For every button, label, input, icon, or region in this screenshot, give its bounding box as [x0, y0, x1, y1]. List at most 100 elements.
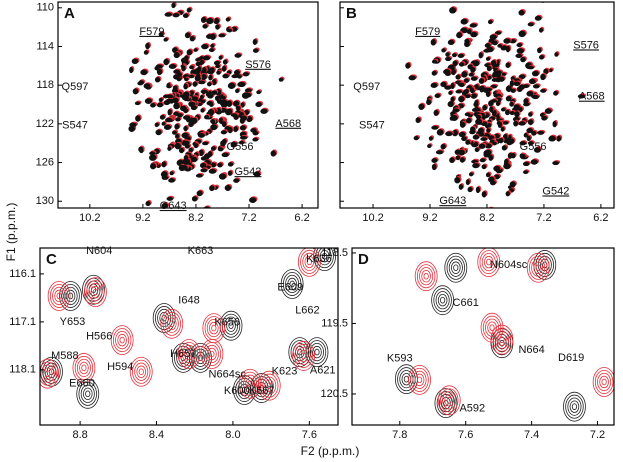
- contour-ring: [416, 376, 423, 384]
- contour-ring: [485, 318, 500, 337]
- contour-ring: [280, 269, 304, 299]
- peak-black: [452, 108, 460, 113]
- peak-black: [431, 59, 438, 64]
- peak-black: [430, 82, 438, 88]
- peak-black: [245, 92, 252, 98]
- contour-ring: [437, 293, 448, 307]
- peak-black: [202, 24, 208, 29]
- peak-label: N664sc: [209, 369, 247, 381]
- peak-black: [464, 38, 470, 46]
- contour-ring: [79, 361, 89, 375]
- contour-ring: [482, 315, 502, 340]
- contour-ring: [319, 249, 330, 263]
- peak-black: [172, 13, 180, 18]
- peak-black: [492, 109, 497, 117]
- peak-black: [466, 117, 472, 124]
- contour-ring: [243, 374, 258, 393]
- contour-ring: [209, 321, 219, 335]
- x-tick-label: 8.0: [225, 429, 240, 441]
- contour-ring: [497, 336, 507, 350]
- contour-ring: [290, 340, 309, 365]
- contour-ring: [535, 252, 554, 277]
- peak-black: [490, 60, 497, 66]
- peak-black: [140, 69, 148, 76]
- peak-black: [527, 65, 535, 70]
- contour-ring: [451, 261, 461, 274]
- peak-black: [163, 37, 168, 42]
- peak-black: [188, 101, 196, 106]
- peak-black: [181, 132, 189, 139]
- peak-black: [233, 126, 238, 133]
- peak-black: [202, 141, 209, 146]
- peak-black: [477, 127, 484, 134]
- peak-black: [174, 142, 181, 150]
- y-tick-label: 122: [36, 118, 54, 130]
- contour-ring: [315, 248, 334, 269]
- contour-ring: [56, 292, 62, 300]
- peak-black: [548, 135, 556, 142]
- contour-peak: [280, 269, 304, 299]
- peak-black: [509, 181, 516, 188]
- peak-label: K667: [249, 385, 275, 397]
- peak-black: [531, 130, 537, 136]
- y-tick-label: 130: [36, 195, 54, 207]
- contour-ring: [266, 382, 272, 389]
- plot-area: [405, 2, 587, 208]
- contour-ring: [487, 321, 497, 334]
- peak-black: [222, 73, 229, 79]
- peak-black: [216, 70, 221, 75]
- panel: 7.8 7.6 7.4 7.2 118.5 119.5 120.5 D N604sc C661 N6…: [320, 247, 615, 441]
- contour-ring: [65, 289, 76, 303]
- peak-black: [230, 141, 237, 148]
- peak-black: [505, 85, 512, 92]
- x-tick-label: 7.2: [241, 212, 256, 224]
- peak-black: [577, 94, 586, 99]
- x-tick-label: 7.6: [458, 429, 473, 441]
- contour-ring: [152, 303, 176, 333]
- peak-black: [465, 139, 471, 145]
- contour-ring: [112, 328, 132, 353]
- peak-black: [176, 113, 183, 118]
- peak-black: [227, 170, 233, 176]
- peak-black: [253, 171, 261, 178]
- y-tick-label: 118: [36, 79, 54, 91]
- peak-black: [526, 135, 531, 142]
- contour-ring: [46, 365, 57, 378]
- contour-ring: [184, 347, 194, 361]
- contour-peak: [76, 378, 100, 409]
- contour-ring: [296, 346, 311, 366]
- contour-ring: [90, 285, 101, 299]
- peak-black: [440, 81, 447, 88]
- peak-black: [239, 125, 247, 131]
- contour-ring: [117, 333, 127, 347]
- peak-black: [196, 190, 203, 197]
- plot-area: [40, 248, 337, 409]
- contour-ring: [78, 381, 97, 406]
- contour-peak: [257, 370, 281, 401]
- x-tick-label: 9.2: [422, 212, 437, 224]
- peak-black: [240, 115, 247, 121]
- contour-ring: [601, 378, 607, 386]
- peak-black: [534, 15, 542, 21]
- peak-label: S547: [359, 120, 385, 132]
- contour-peak: [47, 281, 71, 311]
- peak-black: [441, 48, 446, 53]
- peak-black: [221, 95, 226, 100]
- contour-ring: [110, 325, 134, 355]
- peak-label: S547: [62, 120, 88, 132]
- peak-black: [173, 52, 180, 59]
- peak-black: [510, 88, 516, 93]
- peak-black: [220, 130, 227, 135]
- contour-ring: [499, 336, 505, 343]
- contour-peak: [592, 367, 614, 397]
- peak-black: [171, 130, 177, 135]
- peak-black: [239, 135, 248, 140]
- panel: 10.2 9.2 8.2 7.2 6.2 110 114 118 122 126 130 A F579 S…: [36, 1, 319, 224]
- peak-black: [210, 43, 215, 48]
- peak-black: [167, 108, 172, 116]
- contour-ring: [189, 342, 212, 373]
- contour-ring: [115, 330, 130, 350]
- peak-black: [206, 17, 214, 25]
- peak-black: [498, 137, 504, 144]
- peak-black: [484, 149, 492, 156]
